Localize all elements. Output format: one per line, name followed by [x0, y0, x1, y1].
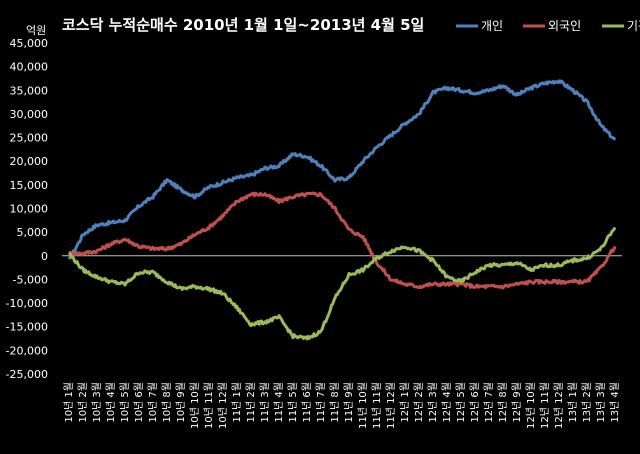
legend: 개인 외국인 기관	[456, 19, 640, 33]
x-tick-label: 13년 1월	[567, 382, 579, 423]
y-tick-label: 25,000	[10, 132, 49, 145]
y-tick-label: 45,000	[10, 37, 49, 50]
x-tick-label: 13년 2월	[581, 382, 593, 423]
y-tick-label: 20,000	[10, 155, 49, 168]
x-tick-label: 12년 5월	[455, 382, 467, 423]
y-tick-label: -25,000	[6, 368, 48, 381]
x-axis: 10년 1월 10년 2월 10년 3월 10년 4월 10년 5월 10년 6월 10년 …	[63, 382, 621, 429]
x-tick-label: 11년 9월	[343, 382, 355, 423]
x-tick-label: 10년 10월	[189, 382, 201, 429]
x-tick-label: 11년 8월	[329, 382, 341, 423]
x-tick-label: 11년 5월	[287, 382, 299, 423]
y-tick-label: 15,000	[10, 179, 49, 192]
x-tick-label: 12년 6월	[469, 382, 481, 423]
x-tick-label: 10년 4월	[105, 382, 117, 423]
legend-label: 개인	[481, 19, 503, 33]
x-tick-label: 12년 10월	[525, 382, 537, 429]
x-tick-label: 10년 9월	[175, 382, 187, 423]
x-tick-label: 10년 3월	[91, 382, 103, 423]
y-axis: -25,000 -20,000 -15,000 -10,000 -5,000 0 5,000…	[6, 37, 622, 381]
legend-label: 외국인	[548, 19, 581, 33]
x-tick-label: 12년 9월	[511, 382, 523, 423]
chart-title: 코스닥 누적순매수 2010년 1월 1일~2013년 4월 5일	[62, 16, 424, 34]
x-tick-label: 10년 11월	[203, 382, 215, 429]
x-tick-label: 12년 1월	[399, 382, 411, 423]
y-tick-label: -10,000	[6, 297, 48, 310]
x-tick-label: 11년 1월	[231, 382, 243, 423]
x-tick-label: 10년 8월	[161, 382, 173, 423]
x-tick-label: 12년 8월	[497, 382, 509, 423]
y-tick-label: 40,000	[10, 61, 49, 74]
x-tick-label: 11년 11월	[371, 382, 383, 429]
series-line	[67, 191, 617, 290]
y-tick-label: 0	[41, 250, 48, 263]
x-tick-label: 13년 4월	[609, 382, 621, 423]
x-tick-label: 10년 7월	[147, 382, 159, 423]
x-tick-label: 12년 12월	[553, 382, 565, 429]
x-tick-label: 11년 2월	[245, 382, 257, 423]
x-tick-label: 13년 3월	[595, 382, 607, 423]
x-tick-label: 10년 1월	[63, 382, 75, 423]
x-tick-label: 11년 3월	[259, 382, 271, 423]
y-tick-label: -5,000	[13, 273, 48, 286]
x-tick-label: 12년 3월	[427, 382, 439, 423]
y-tick-label: 10,000	[10, 203, 49, 216]
y-tick-label: 5,000	[17, 226, 49, 239]
y-tick-label: -15,000	[6, 321, 48, 334]
x-tick-label: 10년 12월	[217, 382, 229, 429]
legend-label: 기관	[627, 19, 640, 33]
y-tick-label: 30,000	[10, 108, 49, 121]
x-tick-label: 12년 2월	[413, 382, 425, 423]
x-tick-label: 10년 2월	[77, 382, 89, 423]
x-tick-label: 12년 7월	[483, 382, 495, 423]
x-tick-label: 11년 7월	[315, 382, 327, 423]
y-tick-label: 35,000	[10, 84, 49, 97]
x-tick-label: 10년 5월	[119, 382, 131, 423]
x-tick-label: 11년 6월	[301, 382, 313, 423]
y-axis-unit-label: 억원	[26, 24, 46, 37]
y-tick-label: -20,000	[6, 344, 48, 357]
x-tick-label: 11년 10월	[357, 382, 369, 429]
series-line	[68, 226, 617, 341]
x-tick-label: 12년 4월	[441, 382, 453, 423]
x-tick-label: 10년 6월	[133, 382, 145, 423]
series-line	[67, 79, 617, 260]
series-lines	[67, 79, 617, 341]
x-tick-label: 11년 4월	[273, 382, 285, 423]
x-tick-label: 11년 12월	[385, 382, 397, 429]
x-tick-label: 12년 11월	[539, 382, 551, 429]
